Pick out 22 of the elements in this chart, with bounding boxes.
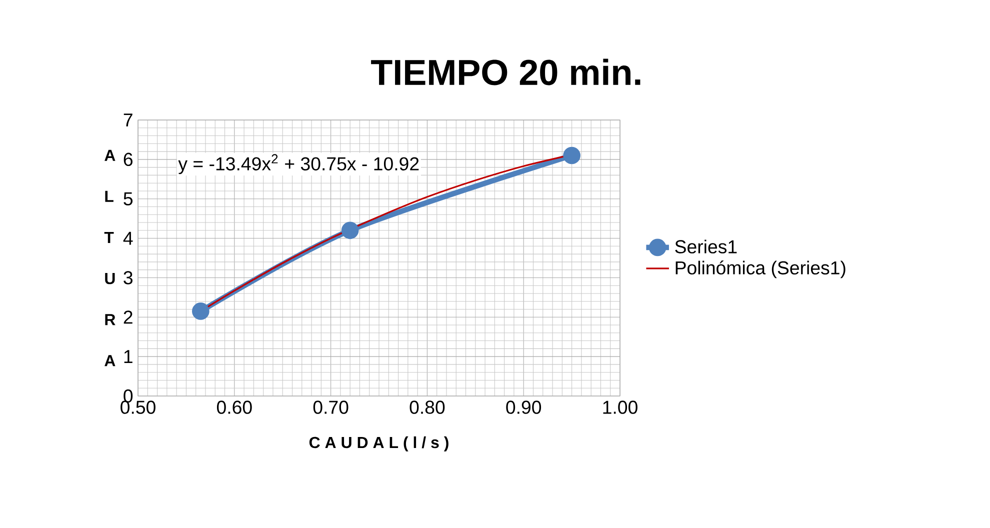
y-tick-label: 6 — [124, 152, 132, 166]
y-tick-label: 5 — [124, 192, 133, 206]
x-axis-title: C A U D A L ( l / s ) — [309, 436, 448, 452]
y-tick-label: 1 — [124, 350, 132, 363]
point — [341, 222, 359, 240]
chart-title: TIEMPO 20 min. — [371, 58, 640, 86]
legend-label: Polinómica (Series1) — [676, 260, 846, 278]
annotation: y = -13.49x$^{2}$ + 30.75x - 10.92 — [178, 154, 419, 174]
y-tick-label: 2 — [124, 310, 132, 324]
x-tick-label: 0.90 — [506, 400, 542, 414]
x-tick-label: 0.60 — [216, 400, 252, 414]
y-tick-label: 3 — [124, 271, 132, 284]
x-tick-label: 0.50 — [120, 400, 156, 414]
x-tick-label: 1.00 — [603, 400, 638, 414]
text: A L T U R A — [104, 150, 116, 366]
x-tick-label: 0.70 — [313, 400, 348, 414]
y-tick-label: 7 — [124, 114, 132, 126]
legend-label: Series1 — [675, 240, 737, 254]
y-tick-label: 4 — [123, 232, 133, 245]
point — [192, 302, 210, 320]
point — [563, 146, 580, 164]
x-tick-label: 0.80 — [410, 400, 445, 414]
